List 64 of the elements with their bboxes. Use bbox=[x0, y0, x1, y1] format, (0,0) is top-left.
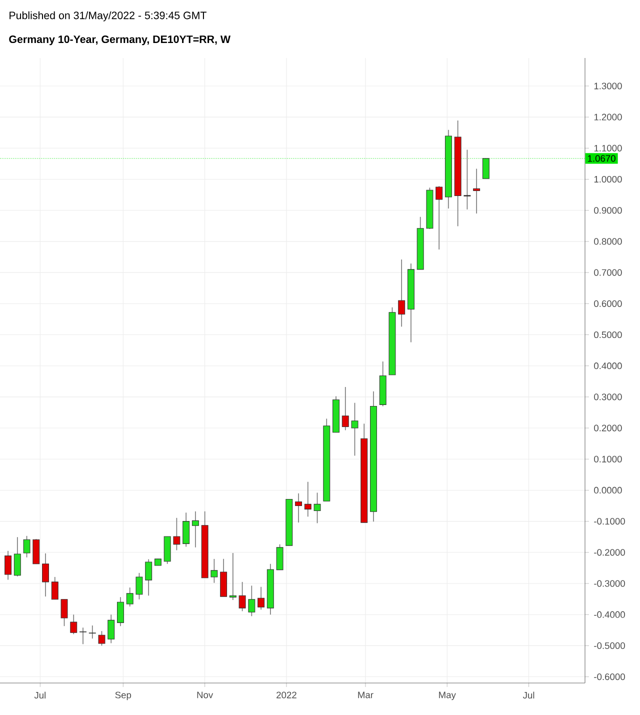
y-tick-label: 0.2000 bbox=[594, 424, 622, 432]
x-tick-label: 2022 bbox=[276, 692, 296, 698]
candlestick bbox=[436, 186, 443, 250]
candlestick bbox=[145, 558, 152, 596]
candlestick bbox=[248, 585, 256, 617]
y-tick-label: 0.5000 bbox=[594, 331, 622, 338]
text: Published on 31/May/2022 - 5:39:45 GMT bbox=[10, 11, 206, 22]
y-tick-label: -0.6000 bbox=[594, 673, 625, 680]
y-tick-label: 0.3000 bbox=[594, 394, 622, 400]
y-tick-label: 0.8000 bbox=[594, 238, 622, 245]
candlestick bbox=[295, 492, 302, 523]
y-tick-label: 0.6000 bbox=[594, 300, 622, 307]
candlestick bbox=[473, 168, 480, 214]
candlestick bbox=[482, 158, 490, 180]
y-tick-label: -0.1000 bbox=[594, 518, 625, 525]
y-tick-label: -0.2000 bbox=[594, 549, 625, 556]
ref-line-label: 1.0670 bbox=[588, 155, 616, 162]
candlestick bbox=[351, 402, 358, 456]
y-tick-label: -0.3000 bbox=[594, 580, 625, 587]
candlestick bbox=[51, 576, 58, 600]
candlestick bbox=[398, 259, 406, 328]
y-tick-label: 0.1000 bbox=[594, 456, 622, 462]
y-tick-label: 0.4000 bbox=[594, 362, 622, 370]
candlestick bbox=[117, 596, 124, 626]
candlestick bbox=[70, 614, 78, 635]
y-tick-label: 0.0000 bbox=[594, 486, 622, 494]
y-tick-label: 0.7000 bbox=[594, 269, 622, 276]
candlestick bbox=[60, 598, 68, 626]
x-tick-label: Nov bbox=[197, 692, 214, 698]
candlestick bbox=[258, 586, 265, 610]
x-tick-label: May bbox=[439, 692, 456, 700]
candlestick bbox=[192, 510, 199, 548]
candlestick bbox=[23, 536, 30, 558]
candlestick bbox=[276, 544, 284, 570]
candlestick bbox=[238, 582, 246, 612]
candlestick bbox=[342, 386, 349, 431]
candlestick bbox=[4, 550, 12, 580]
candlestick bbox=[88, 625, 96, 639]
candlestick bbox=[126, 587, 134, 607]
y-tick-label: -0.5000 bbox=[594, 642, 625, 649]
chart-title: Germany 10-Year, Germany, DE10YT=RR, W bbox=[9, 36, 230, 46]
candlestick bbox=[173, 517, 180, 551]
x-tick-label: Jul bbox=[34, 692, 46, 699]
candlestick bbox=[42, 552, 49, 597]
y-tick-label: 1.2000 bbox=[594, 114, 622, 120]
candlestick bbox=[98, 630, 106, 646]
y-tick-label: 0.9000 bbox=[594, 207, 622, 214]
candlestick bbox=[229, 552, 236, 600]
candlestick bbox=[182, 512, 190, 548]
x-tick-label: Mar bbox=[358, 692, 374, 698]
y-tick-label: 1.1000 bbox=[594, 144, 622, 152]
x-tick-label: Jul bbox=[522, 692, 534, 699]
x-tick-label: Sep bbox=[115, 692, 132, 700]
candlestick bbox=[14, 536, 21, 577]
candlestick bbox=[314, 492, 321, 524]
candlestick bbox=[210, 558, 218, 584]
y-tick-label: 1.0000 bbox=[594, 176, 622, 183]
y-tick-label: 1.3000 bbox=[594, 82, 622, 90]
candlestick bbox=[80, 627, 86, 645]
candlestick bbox=[108, 614, 115, 644]
candlestick bbox=[136, 572, 143, 600]
y-tick-label: -0.4000 bbox=[594, 611, 625, 618]
candlestick bbox=[464, 149, 471, 210]
candlestick bbox=[304, 481, 312, 518]
